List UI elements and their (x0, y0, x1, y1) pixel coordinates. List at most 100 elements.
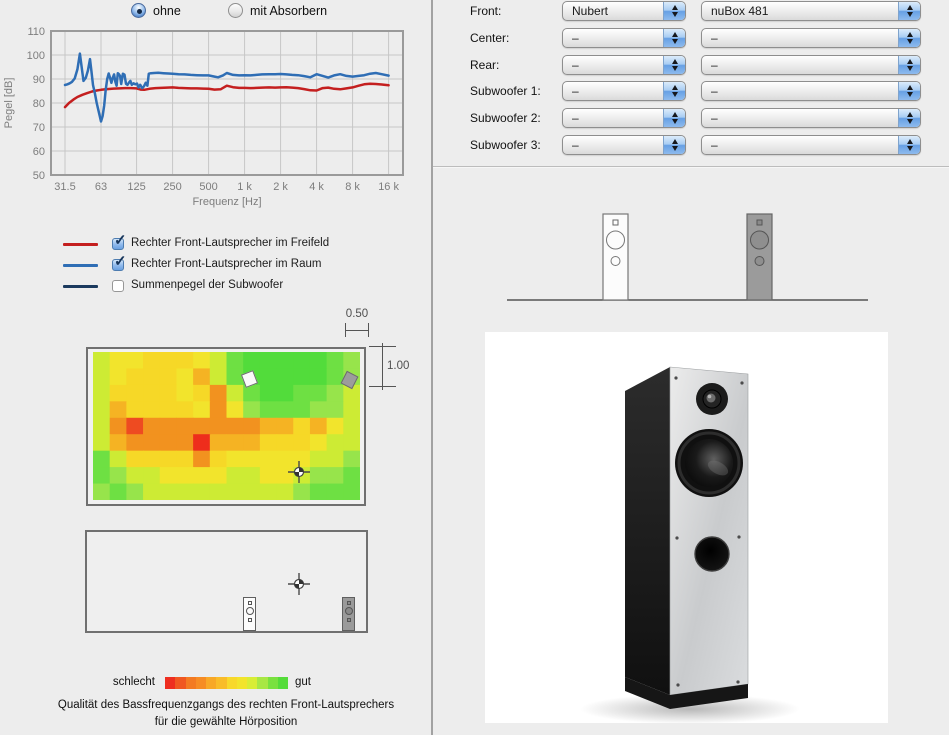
rear-model-select[interactable]: – (701, 55, 921, 75)
right-speaker-front-view (746, 213, 773, 301)
checkmark-icon: ✓ (114, 232, 127, 249)
center-model-select[interactable]: – (701, 28, 921, 48)
stepper-arrows-icon (663, 2, 685, 20)
legend-row-raum: ✓ Rechter Front-Lautsprecher im Raum (63, 254, 403, 275)
svg-text:500: 500 (199, 181, 217, 193)
stepper-arrows-icon (898, 82, 920, 100)
left-speaker-front-view (602, 213, 629, 301)
row-label: Subwoofer 2: (470, 111, 541, 125)
subwoofer1-brand-select[interactable]: – (562, 81, 686, 101)
row-label: Subwoofer 3: (470, 138, 541, 152)
subwoofer3-brand-select[interactable]: – (562, 135, 686, 155)
bass-quality-heatmap[interactable] (93, 352, 360, 500)
listening-position-marker[interactable] (287, 460, 311, 484)
stepper-arrows-icon (898, 136, 920, 154)
dimension-height-line (382, 343, 383, 390)
panel-divider (431, 0, 433, 735)
cabinet-side (625, 367, 670, 695)
svg-text:1 k: 1 k (237, 181, 252, 193)
radio-button-icon[interactable] (228, 3, 243, 18)
center-brand-select[interactable]: – (562, 28, 686, 48)
svg-text:90: 90 (33, 74, 45, 86)
left-front-speaker-side-view (243, 597, 256, 631)
front-brand-select[interactable]: Nubert (562, 1, 686, 21)
popup-value: – (572, 111, 579, 125)
subwoofer3-model-select[interactable]: – (701, 135, 921, 155)
section-divider (433, 166, 949, 168)
svg-text:Frequenz [Hz]: Frequenz [Hz] (192, 196, 261, 208)
svg-text:60: 60 (33, 146, 45, 158)
svg-text:80: 80 (33, 98, 45, 110)
speaker-product-photo (485, 332, 888, 724)
speaker-front-view-diagram (507, 213, 868, 301)
stepper-arrows-icon (663, 109, 685, 127)
caption-line-2: für die gewählte Hörposition (154, 716, 298, 728)
popup-value: – (711, 138, 718, 152)
stepper-arrows-icon (663, 56, 685, 74)
svg-text:100: 100 (27, 50, 45, 62)
legend-row-freifeld: ✓ Rechter Front-Lautsprecher im Freifeld (63, 233, 403, 254)
rear-brand-select[interactable]: – (562, 55, 686, 75)
legend-label: Rechter Front-Lautsprecher im Raum (131, 258, 322, 270)
svg-text:70: 70 (33, 122, 45, 134)
popup-value: – (572, 58, 579, 72)
front-model-select[interactable]: nuBox 481 (701, 1, 921, 21)
dimension-tick (368, 323, 369, 337)
radio-label: ohne (153, 3, 181, 18)
port-icon (247, 618, 252, 622)
popup-value: nuBox 481 (711, 4, 769, 18)
popup-value: – (711, 111, 718, 125)
svg-text:63: 63 (95, 181, 107, 193)
svg-text:125: 125 (127, 181, 145, 193)
radio-option-ohne[interactable]: ohne (131, 2, 181, 19)
stepper-arrows-icon (898, 109, 920, 127)
svg-text:16 k: 16 k (378, 181, 399, 193)
dimension-tick (345, 323, 346, 337)
radio-label: mit Absorbern (250, 3, 328, 18)
config-row-subwoofer-2: Subwoofer 2: – – (433, 108, 949, 128)
radio-option-mit-absorbern[interactable]: mit Absorbern (228, 2, 327, 19)
checkbox-freifeld[interactable]: ✓ (112, 233, 127, 250)
radio-button-icon[interactable] (131, 3, 146, 18)
room-top-view-box (86, 347, 366, 506)
scale-label-good: gut (295, 676, 311, 688)
subwoofer1-model-select[interactable]: – (701, 81, 921, 101)
popup-value: – (572, 138, 579, 152)
config-row-rear: Rear: – – (433, 55, 949, 75)
stepper-arrows-icon (898, 56, 920, 74)
legend-label: Rechter Front-Lautsprecher im Freifeld (131, 237, 330, 249)
scale-segment (277, 677, 288, 689)
listening-position-marker[interactable] (287, 572, 311, 596)
woofer-icon (344, 607, 353, 615)
stepper-arrows-icon (663, 29, 685, 47)
checkbox-raum[interactable]: ✓ (112, 254, 127, 271)
woofer-icon (750, 230, 769, 250)
room-side-view-box (85, 530, 368, 633)
legend-line-swatch (63, 264, 98, 267)
dimension-width-label: 0.50 (345, 308, 369, 320)
row-label: Front: (470, 4, 502, 18)
subwoofer2-brand-select[interactable]: – (562, 108, 686, 128)
scale-segment (175, 677, 186, 689)
woofer-icon (606, 230, 625, 250)
scale-segment (185, 677, 196, 689)
quality-color-scale (165, 677, 288, 689)
checkbox-subwoofer[interactable] (112, 280, 124, 292)
scale-segment (165, 677, 176, 689)
legend-line-swatch (63, 285, 98, 288)
caption-line-1: Qualität des Bassfrequenzgangs des recht… (57, 699, 395, 711)
stepper-arrows-icon (663, 136, 685, 154)
scale-segment (257, 677, 268, 689)
row-label: Rear: (470, 58, 500, 72)
svg-text:50: 50 (33, 170, 45, 182)
bass-reflex-port (694, 536, 730, 572)
scale-segment (226, 677, 237, 689)
scale-segment (247, 677, 258, 689)
nubox-481-illustration (580, 366, 800, 724)
stepper-arrows-icon (898, 29, 920, 47)
legend-line-swatch (63, 243, 98, 246)
config-row-front: Front: Nubert nuBox 481 (433, 1, 949, 21)
scale-label-bad: schlecht (112, 676, 155, 688)
subwoofer2-model-select[interactable]: – (701, 108, 921, 128)
